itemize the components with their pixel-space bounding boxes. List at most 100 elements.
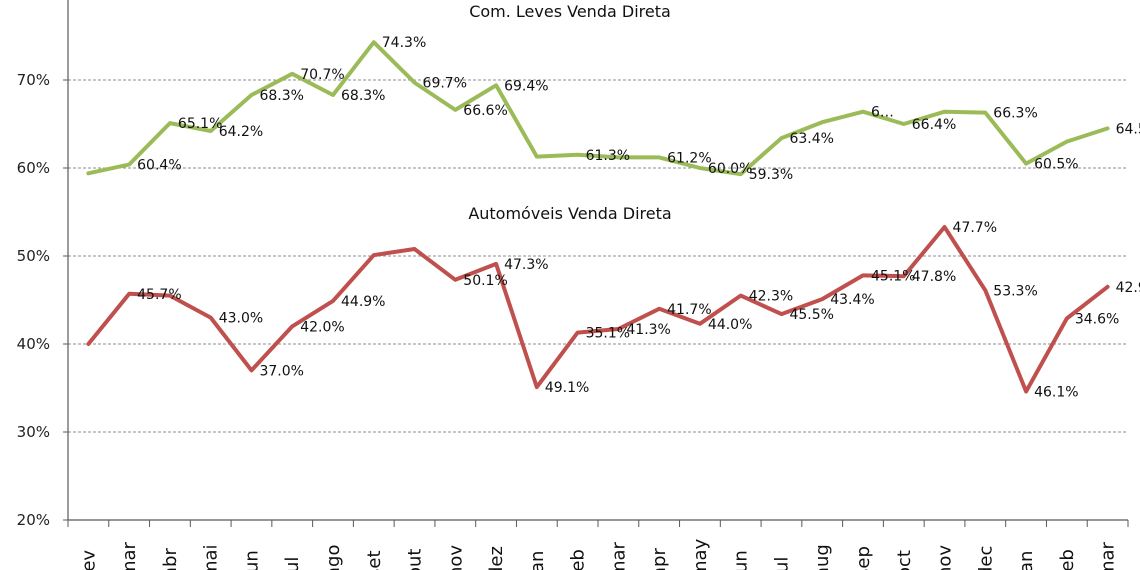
data-label: 74.3% [382,35,426,51]
data-label: 60.4% [137,157,181,173]
x-tick-label: dez [486,546,507,570]
y-tick-label: 70% [17,71,50,89]
x-tick-label: may [690,538,711,570]
data-point [168,294,172,298]
data-label: 42.0% [300,319,344,335]
x-tick-label: feb [1057,549,1078,570]
x-tick-label: ago [323,545,344,570]
data-point [535,385,539,389]
x-tick-label: out [405,549,426,570]
data-point [494,83,498,87]
data-point [494,262,498,266]
data-point [779,136,783,140]
data-label: 47.8% [912,269,956,285]
data-label: 64.2% [219,124,263,140]
x-tick-label: nov [935,545,956,570]
series-title-automoveis: Automóveis Venda Direta [468,204,671,223]
data-point [576,153,580,157]
x-tick-label: apr [649,548,670,570]
series [86,40,1110,394]
x-tick-label: nov [445,545,466,570]
data-label: 42.9% [1116,280,1140,296]
data-label: 45.5% [789,307,833,323]
data-label: 37.0% [259,363,303,379]
data-label: 61.2% [667,150,711,166]
data-point [413,247,417,251]
y-tick-label: 40% [17,335,50,353]
data-label: 43.0% [219,311,263,327]
x-tick-label: jun [241,550,262,570]
data-point [372,253,376,257]
data-label: 64.5% [1116,121,1140,137]
y-tick-label: 50% [17,247,50,265]
data-label: 59.3% [749,167,793,183]
data-label: 6… [871,105,894,121]
data-point [453,108,457,112]
x-tick-label: mar [119,541,140,570]
data-label: 53.3% [993,283,1037,299]
data-point [739,172,743,176]
data-point [657,155,661,159]
data-label: 44.9% [341,294,385,310]
gridlines [68,79,1128,433]
x-tick-label: aug [812,544,833,570]
data-point [127,162,131,166]
data-point [576,331,580,335]
data-label: 63.4% [789,131,833,147]
x-tick-label: fev [78,550,99,570]
data-label: 66.6% [463,103,507,119]
data-label: 68.3% [341,88,385,104]
y-tick-label: 30% [17,423,50,441]
data-point [983,111,987,115]
x-tick-label: feb [568,549,589,570]
data-point [861,273,865,277]
data-label: 41.3% [626,322,670,338]
data-label: 68.3% [259,88,303,104]
data-point [413,81,417,85]
series-line-leves [86,40,1110,177]
data-point [1065,316,1069,320]
data-point [86,342,90,346]
x-tick-label: mar [1098,541,1119,570]
data-point [983,288,987,292]
data-point [698,166,702,170]
data-point [1024,390,1028,394]
data-label: 50.1% [463,273,507,289]
x-tick-label: oct [894,550,915,570]
data-label: 65.1% [178,116,222,132]
data-point [1024,162,1028,166]
data-label: 34.6% [1075,311,1119,327]
data-labels: 60.4% 65.1%64.2% 68.3% 70.7% 68.3% 74.3% 69.7%… [137,35,1140,400]
x-tick-label: jun [731,550,752,570]
series-line-automoveis [86,225,1110,394]
data-label: 47.7% [953,220,997,236]
data-point [943,110,947,114]
data-point [1106,126,1110,130]
data-point [657,307,661,311]
data-point [779,312,783,316]
data-point [249,368,253,372]
data-point [209,316,213,320]
data-label: 49.1% [545,380,589,396]
data-label: 35.1% [586,326,630,342]
data-label: 69.7% [423,76,467,92]
data-label: 61.3% [586,148,630,164]
axes: 20%30%40%50%60%70%fev mar abr mai jun jul ago s… [17,0,1129,570]
data-point [616,327,620,331]
data-point [209,129,213,133]
x-tick-label: mar [608,541,629,570]
data-label: 46.1% [1034,385,1078,401]
data-point [535,155,539,159]
data-label: 43.4% [830,292,874,308]
x-tick-label: jan [527,551,548,570]
data-point [290,324,294,328]
y-tick-label: 60% [17,159,50,177]
x-tick-label: mai [201,544,222,570]
data-point [1106,285,1110,289]
data-point [820,120,824,124]
data-label: 44.0% [708,317,752,333]
data-label: 69.4% [504,78,548,94]
data-label: 70.7% [300,67,344,83]
data-point [616,155,620,159]
